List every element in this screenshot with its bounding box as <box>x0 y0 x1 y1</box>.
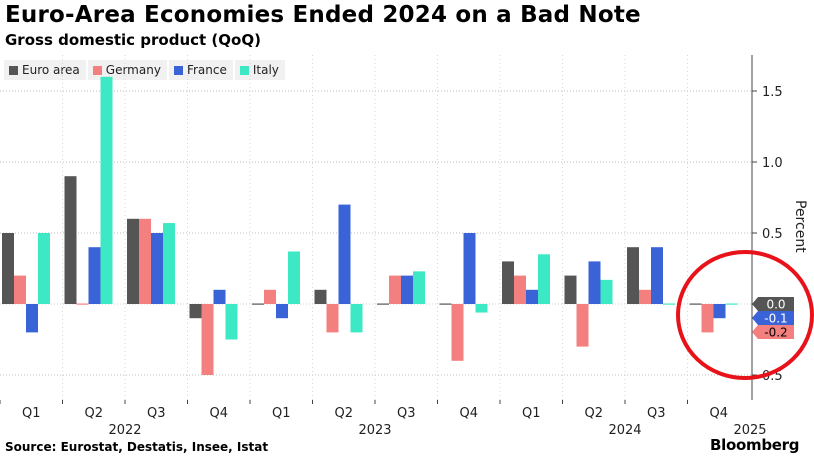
bar-italy-11 <box>725 303 738 305</box>
x-tick-label-0: Q1 <box>22 406 41 421</box>
bar-euro-area-5 <box>314 289 327 304</box>
x-tick-label-3: Q4 <box>209 406 228 421</box>
bar-germany-8 <box>514 275 526 304</box>
bar-euro-area-2 <box>127 218 139 304</box>
chart-title: Euro-Area Economies Ended 2024 on a Bad … <box>5 2 641 28</box>
legend-item-france: France <box>168 60 233 80</box>
end-label-tag-0 <box>752 297 794 311</box>
x-year-label-2025: 2025 <box>733 423 766 438</box>
bar-germany-1 <box>76 303 89 305</box>
x-year-label-2023: 2023 <box>358 423 391 438</box>
bloomberg-logo: Bloomberg <box>710 436 800 454</box>
end-label-tag-1 <box>752 311 794 325</box>
bar-euro-area-6 <box>377 303 389 305</box>
bar-italy-4 <box>288 251 300 304</box>
x-tick-label-1: Q2 <box>84 406 103 421</box>
bar-germany-5 <box>326 304 339 333</box>
end-label-text-0: 0.0 <box>766 298 785 312</box>
chart-subtitle: Gross domestic product (QoQ) <box>5 31 261 49</box>
annotation-circle <box>676 250 814 380</box>
legend-swatch-euro-area <box>9 65 18 75</box>
legend: Euro area Germany France Italy <box>4 60 285 80</box>
bar-euro-area-7 <box>439 303 452 305</box>
source-note: Source: Eurostat, Destatis, Insee, Istat <box>5 440 269 454</box>
bar-germany-4 <box>264 289 276 304</box>
y-tick-label-0: 1.5 <box>762 85 783 100</box>
bar-euro-area-8 <box>502 261 514 304</box>
legend-swatch-france <box>173 65 183 75</box>
bar-italy-7 <box>475 304 488 313</box>
bar-euro-area-3 <box>189 304 202 319</box>
bar-france-8 <box>526 289 538 304</box>
bar-france-6 <box>401 275 413 304</box>
bar-italy-3 <box>225 304 238 340</box>
bar-france-11 <box>713 304 726 319</box>
bar-euro-area-9 <box>564 275 577 304</box>
x-tick-label-11: Q4 <box>709 406 728 421</box>
bar-italy-1 <box>100 76 113 304</box>
bar-italy-0 <box>38 233 50 304</box>
bar-france-0 <box>26 304 38 333</box>
x-tick-label-4: Q1 <box>272 406 291 421</box>
bar-germany-0 <box>14 275 26 304</box>
x-tick-label-6: Q3 <box>397 406 416 421</box>
legend-label-france: France <box>186 63 227 77</box>
x-year-label-2024: 2024 <box>608 423 641 438</box>
x-tick-label-2: Q3 <box>147 406 166 421</box>
end-label-text-2: -0.2 <box>764 326 787 340</box>
bar-italy-8 <box>538 254 550 304</box>
bar-euro-area-1 <box>64 176 77 304</box>
bar-euro-area-4 <box>252 303 264 305</box>
end-label-text-1: -0.1 <box>764 312 787 326</box>
legend-item-euro-area: Euro area <box>4 60 86 80</box>
bar-germany-9 <box>576 304 589 347</box>
x-tick-label-7: Q4 <box>459 406 478 421</box>
legend-label-euro-area: Euro area <box>22 63 80 77</box>
bar-france-7 <box>463 233 476 304</box>
bar-france-2 <box>151 233 163 304</box>
bar-france-4 <box>276 304 288 319</box>
x-year-label-2022: 2022 <box>108 423 141 438</box>
end-label-tag-2 <box>752 325 794 339</box>
bar-germany-10 <box>639 289 651 304</box>
bar-italy-5 <box>350 304 363 333</box>
x-tick-label-5: Q2 <box>334 406 353 421</box>
bar-germany-7 <box>451 304 464 361</box>
x-tick-label-10: Q3 <box>647 406 666 421</box>
bar-france-5 <box>338 204 351 304</box>
bar-germany-3 <box>201 304 214 375</box>
bar-euro-area-10 <box>627 247 639 304</box>
y-tick-label-1: 1.0 <box>762 156 783 171</box>
legend-item-germany: Germany <box>87 60 167 80</box>
bar-germany-2 <box>139 218 151 304</box>
x-tick-label-9: Q2 <box>584 406 603 421</box>
legend-label-italy: Italy <box>252 63 279 77</box>
bar-italy-9 <box>600 279 613 304</box>
bar-france-10 <box>651 247 663 304</box>
y-axis-title: Percent <box>792 200 808 253</box>
bar-euro-area-11 <box>689 303 702 305</box>
bar-italy-6 <box>413 271 425 304</box>
legend-swatch-germany <box>92 65 102 75</box>
bar-germany-6 <box>389 275 401 304</box>
bar-france-1 <box>88 247 101 304</box>
bar-italy-10 <box>663 303 675 305</box>
legend-item-italy: Italy <box>234 60 285 80</box>
x-tick-label-8: Q1 <box>522 406 541 421</box>
bar-france-9 <box>588 261 601 304</box>
bar-germany-11 <box>701 304 714 333</box>
bar-italy-2 <box>163 223 175 304</box>
y-tick-label-2: 0.5 <box>762 227 783 242</box>
legend-label-germany: Germany <box>105 63 161 77</box>
legend-swatch-italy <box>239 65 249 75</box>
bar-france-3 <box>213 289 226 304</box>
bar-euro-area-0 <box>2 233 14 304</box>
